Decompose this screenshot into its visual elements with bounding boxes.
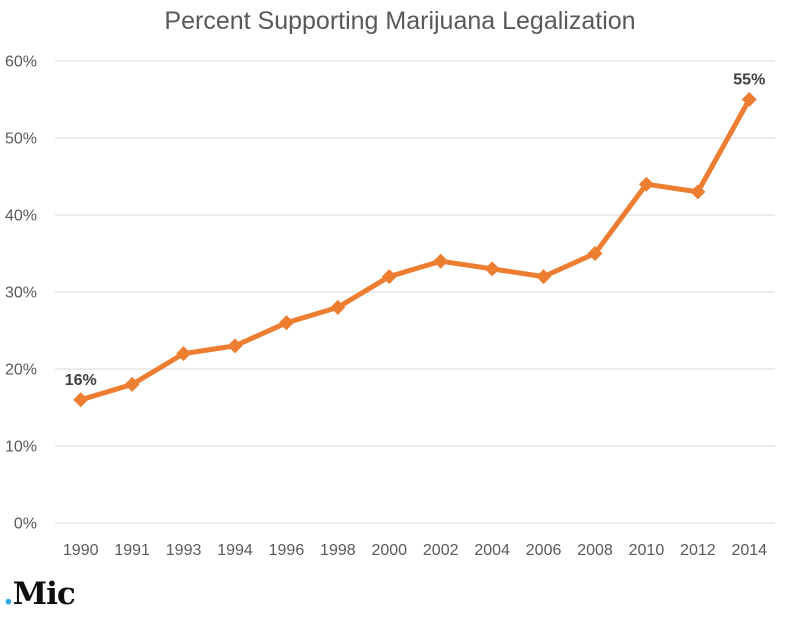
data-point-marker [73, 392, 89, 408]
data-point-marker [227, 338, 243, 354]
chart-title: Percent Supporting Marijuana Legalizatio… [164, 7, 636, 35]
data-point-marker [587, 246, 603, 261]
data-point-marker [433, 253, 449, 269]
x-axis-tick-label: 1996 [269, 542, 305, 559]
y-axis-tick-label: 30% [5, 285, 37, 302]
series-line [78, 97, 752, 403]
data-point-marker [638, 176, 654, 192]
x-axis-tick-label: 1998 [320, 542, 356, 559]
x-axis-tick-label: 1993 [166, 542, 202, 559]
x-axis-tick-label: 2014 [731, 542, 767, 559]
y-axis-tick-label: 50% [5, 131, 37, 148]
data-point-marker [484, 261, 500, 277]
y-axis-tick-label: 10% [5, 439, 37, 456]
data-point-marker [741, 92, 757, 107]
data-point-marker [381, 269, 397, 285]
x-axis-tick-label: 1990 [63, 542, 99, 559]
data-label: 55% [733, 72, 765, 89]
x-axis-tick-label: 2012 [680, 542, 716, 559]
data-point-marker [690, 184, 706, 200]
data-point-marker [536, 269, 552, 285]
y-axis-tick-label: 60% [5, 54, 37, 71]
data-point-marker [330, 299, 346, 315]
data-point-marker [124, 376, 140, 392]
x-axis-tick-label: 2008 [577, 542, 613, 559]
data-point-marker [278, 315, 294, 331]
x-axis-tick-label: 2000 [371, 542, 407, 559]
data-point-marker [176, 346, 192, 362]
y-axis-tick-label: 0% [14, 516, 37, 533]
mic-logo: .Mic [3, 576, 76, 612]
data-label: 16% [65, 372, 97, 389]
x-axis-tick-label: 2002 [423, 542, 459, 559]
y-axis-tick-label: 40% [5, 208, 37, 225]
x-axis-tick-label: 1991 [114, 542, 150, 559]
x-axis-tick-label: 2004 [474, 542, 510, 559]
x-axis-tick-label: 2006 [526, 542, 562, 559]
mic-logo-dot: . [3, 576, 14, 612]
x-axis-tick-label: 1994 [217, 542, 253, 559]
y-axis-tick-label: 20% [5, 362, 37, 379]
x-axis-tick-label: 2010 [629, 542, 665, 559]
mic-logo-text: Mic [12, 576, 76, 612]
